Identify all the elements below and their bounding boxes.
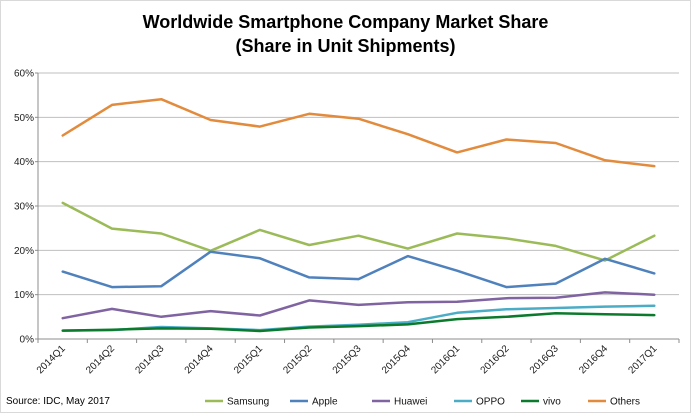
x-tick-label: 2016Q4 (577, 343, 610, 376)
series-line-vivo (61, 312, 656, 333)
legend-label-apple: Apple (312, 397, 338, 408)
axes (35, 72, 680, 343)
y-tick-label: 30% (14, 202, 34, 213)
chart-title: Worldwide Smartphone Company Market Shar… (142, 12, 549, 32)
legend-label-huawei: Huawei (394, 397, 427, 408)
x-tick-label: 2014Q2 (84, 343, 117, 376)
gridlines (38, 72, 679, 296)
x-tick-labels: 2014Q1 2014Q2 2014Q3 2014Q4 2015Q1 2015Q2 2015… (35, 343, 660, 376)
legend-label-others: Others (610, 397, 640, 408)
legend-label-oppo: OPPO (476, 397, 505, 408)
series-line-oppo (61, 304, 656, 332)
legend: Samsung Apple Huawei OPPO vivo Others (205, 397, 640, 408)
y-tick-label: 40% (14, 157, 34, 168)
y-tick-labels: 0% 10% 20% 30% 40% 50% 60% (14, 69, 34, 346)
x-tick-label: 2015Q1 (232, 343, 265, 376)
chart-title-block: Worldwide Smartphone Company Market Shar… (0, 10, 691, 58)
series-line-others (61, 97, 656, 168)
x-tick-label: 2016Q3 (528, 343, 561, 376)
chart-subtitle: (Share in Unit Shipments) (235, 36, 456, 56)
x-tick-label: 2017Q1 (627, 343, 660, 376)
x-tick-label: 2014Q4 (183, 343, 216, 376)
series-line-samsung (61, 201, 656, 262)
x-tick-label: 2014Q1 (35, 343, 68, 376)
series-line-apple (61, 250, 656, 289)
y-tick-label: 20% (14, 246, 34, 257)
y-tick-label: 0% (20, 335, 35, 346)
series-line-huawei (61, 291, 656, 320)
x-tick-label: 2016Q2 (479, 343, 512, 376)
legend-label-samsung: Samsung (227, 397, 269, 408)
x-tick-label: 2014Q3 (133, 343, 166, 376)
y-tick-label: 60% (14, 69, 34, 80)
x-tick-label: 2015Q4 (380, 343, 413, 376)
source-note: Source: IDC, May 2017 (6, 396, 110, 407)
y-tick-label: 10% (14, 290, 34, 301)
y-tick-label: 50% (14, 113, 34, 124)
x-tick-label: 2015Q2 (281, 343, 314, 376)
x-tick-label: 2015Q3 (331, 343, 364, 376)
series-lines (61, 97, 656, 333)
legend-label-vivo: vivo (543, 397, 561, 408)
x-tick-label: 2016Q1 (429, 343, 462, 376)
